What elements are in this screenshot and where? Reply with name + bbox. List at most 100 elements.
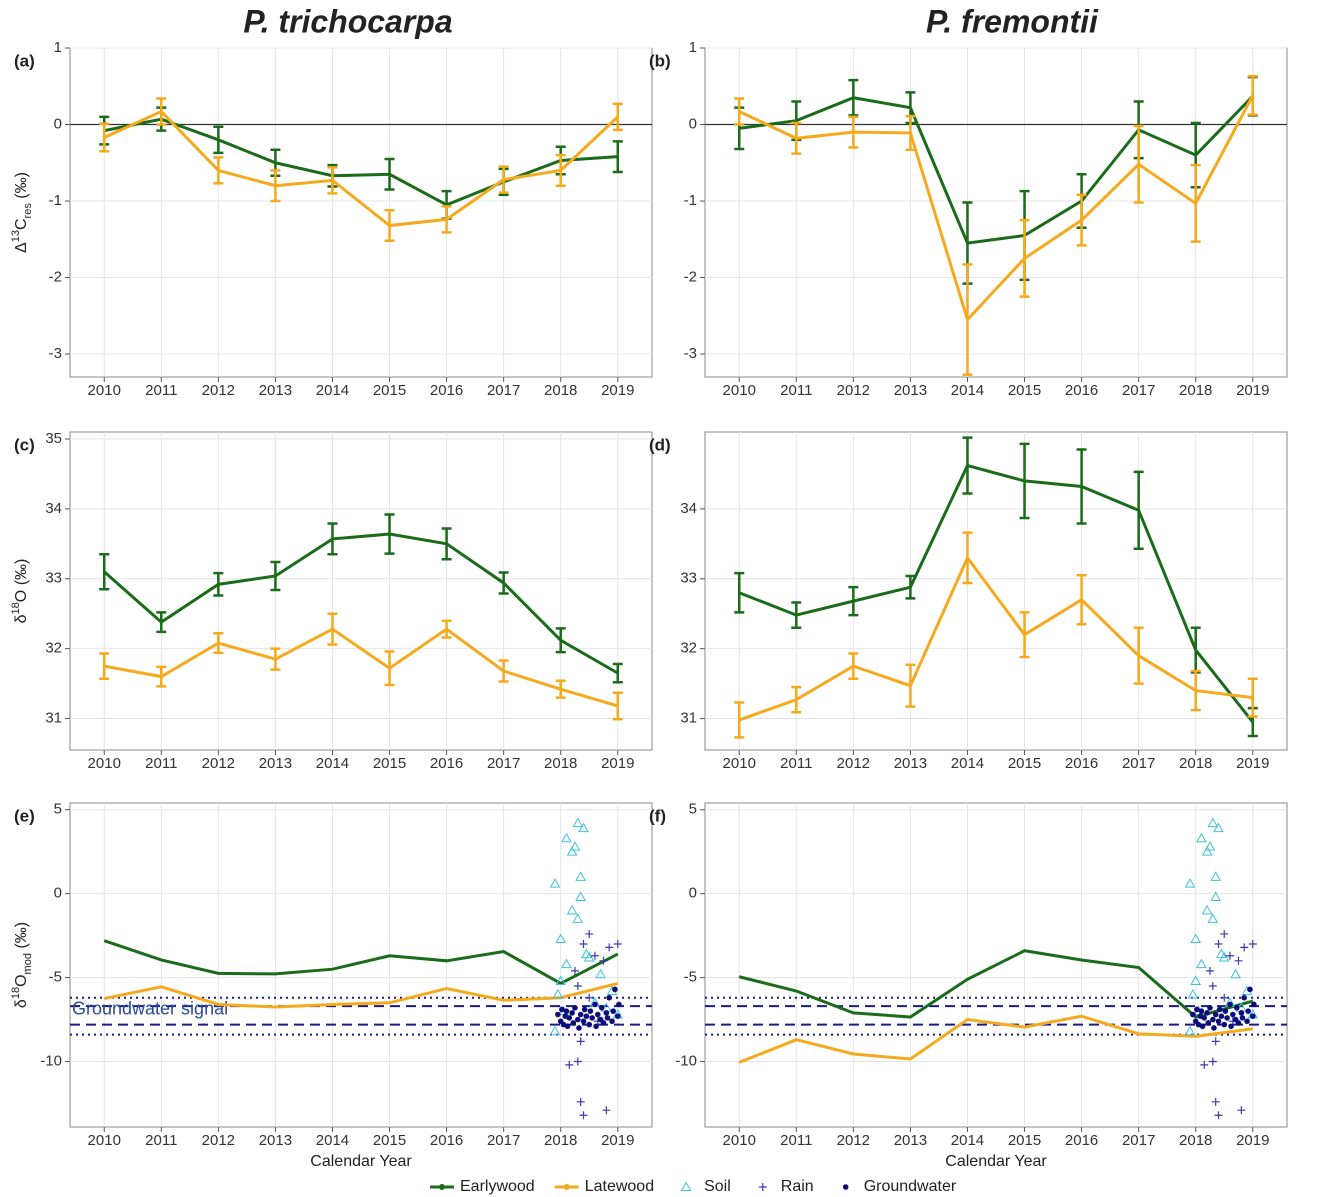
y-tick-label: 31 — [680, 710, 697, 727]
soil-point — [1218, 951, 1230, 962]
y-tick-label: -10 — [40, 1052, 62, 1069]
series-line — [739, 95, 1254, 245]
error-bar — [848, 78, 859, 117]
x-tick-label: 2012 — [202, 382, 235, 399]
error-bar — [905, 114, 916, 152]
error-bar — [1133, 470, 1144, 550]
soil-point — [572, 817, 584, 828]
x-tick-label: 2014 — [951, 1132, 984, 1149]
groundwater-point — [593, 1023, 599, 1030]
y-tick-label: 33 — [680, 570, 697, 587]
groundwater-point — [564, 1023, 571, 1030]
y-axis-label-part: O (‰) — [13, 559, 30, 603]
y-axis-label-part: (‰) — [13, 922, 30, 953]
x-tick-label: 2011 — [780, 382, 812, 399]
groundwater-point — [1244, 1018, 1250, 1025]
x-tick-label: 2013 — [894, 1132, 927, 1149]
groundwater-point — [559, 1006, 565, 1013]
x-tick-label: 2013 — [259, 1132, 292, 1149]
groundwater-point — [612, 986, 618, 993]
soil-point — [1187, 988, 1199, 999]
x-tick-label: 2013 — [259, 382, 292, 399]
groundwater-point — [600, 1020, 607, 1026]
rain-point — [599, 956, 608, 965]
y-axis-label-part: 18 — [10, 602, 22, 614]
groundwater-point — [569, 1010, 575, 1016]
x-axis-label: Calendar Year — [310, 1153, 412, 1170]
soil-point — [578, 822, 589, 833]
soil-point — [1184, 878, 1196, 888]
groundwater-point — [610, 1008, 616, 1014]
rain-point — [590, 951, 599, 960]
y-tick-label: -3 — [49, 345, 62, 362]
groundwater-point — [586, 1021, 593, 1028]
x-tick-label: 2010 — [723, 755, 756, 772]
x-tick-label: 2017 — [1122, 755, 1155, 772]
x-tick-label: 2019 — [601, 755, 634, 772]
error-bar — [1076, 448, 1087, 525]
error-bar — [905, 574, 916, 600]
soil-point — [680, 1181, 692, 1191]
y-axis-label-part: 13 — [10, 230, 22, 242]
error-bar — [1019, 442, 1030, 520]
x-tick-label: 2010 — [723, 1132, 756, 1149]
error-bar — [384, 157, 395, 191]
x-tick-label: 2019 — [601, 382, 634, 399]
error-bar — [99, 652, 110, 680]
x-tick-label: 2019 — [1236, 382, 1269, 399]
groundwater-point — [1210, 1016, 1216, 1023]
y-tick-label: 1 — [689, 39, 697, 56]
soil-point — [1196, 832, 1207, 843]
y-tick-label: -5 — [49, 969, 62, 986]
series-line — [738, 463, 1254, 723]
x-tick-label: 2016 — [1065, 382, 1098, 399]
x-tick-label: 2012 — [837, 1132, 870, 1149]
groundwater-point — [563, 1008, 570, 1014]
error-bar — [1133, 124, 1144, 204]
column-title: P. fremontii — [926, 3, 1099, 39]
panel-label: (a) — [14, 51, 35, 70]
y-tick-label: 32 — [45, 640, 62, 657]
x-tick-label: 2018 — [1179, 1132, 1212, 1149]
rain-point — [1248, 940, 1257, 949]
soil-point — [1213, 822, 1224, 833]
x-tick-label: 2012 — [837, 755, 870, 772]
groundwater-point — [1228, 1023, 1234, 1030]
error-bar — [848, 115, 859, 149]
soil-point — [1201, 846, 1213, 856]
x-tick-label: 2012 — [202, 1132, 235, 1149]
groundwater-point — [580, 1018, 587, 1025]
groundwater-point — [1224, 1015, 1230, 1021]
error-bar — [962, 263, 973, 376]
rain-point — [605, 943, 614, 952]
soil-point — [575, 891, 587, 902]
error-bar — [441, 527, 452, 561]
error-bar — [327, 612, 338, 646]
legend-label: Earlywood — [460, 1178, 535, 1195]
x-tick-label: 2018 — [544, 382, 577, 399]
series-line — [103, 939, 619, 986]
error-bar — [1019, 218, 1030, 298]
x-tick-label: 2017 — [487, 1132, 520, 1149]
error-bar — [962, 531, 973, 585]
rain-point — [613, 940, 622, 949]
x-tick-label: 2015 — [1008, 382, 1041, 399]
groundwater-point — [1198, 1008, 1205, 1014]
error-bar — [848, 585, 859, 617]
y-axis-label: Δ13Cres (‰) — [10, 172, 34, 253]
error-bar — [498, 165, 509, 194]
soil-point — [1184, 1025, 1196, 1036]
x-tick-label: 2017 — [487, 382, 520, 399]
error-bar — [99, 122, 110, 153]
series-line — [103, 532, 619, 675]
rain-point — [570, 966, 579, 975]
soil-point — [575, 871, 587, 881]
error-bar — [734, 97, 745, 126]
x-tick-label: 2014 — [951, 382, 984, 399]
x-tick-label: 2013 — [894, 382, 927, 399]
groundwater-point — [555, 1011, 561, 1018]
y-axis-label: δ18O (‰) — [10, 559, 30, 624]
error-bar — [612, 140, 623, 174]
soil-point — [555, 975, 567, 985]
rain-point — [1240, 943, 1249, 952]
